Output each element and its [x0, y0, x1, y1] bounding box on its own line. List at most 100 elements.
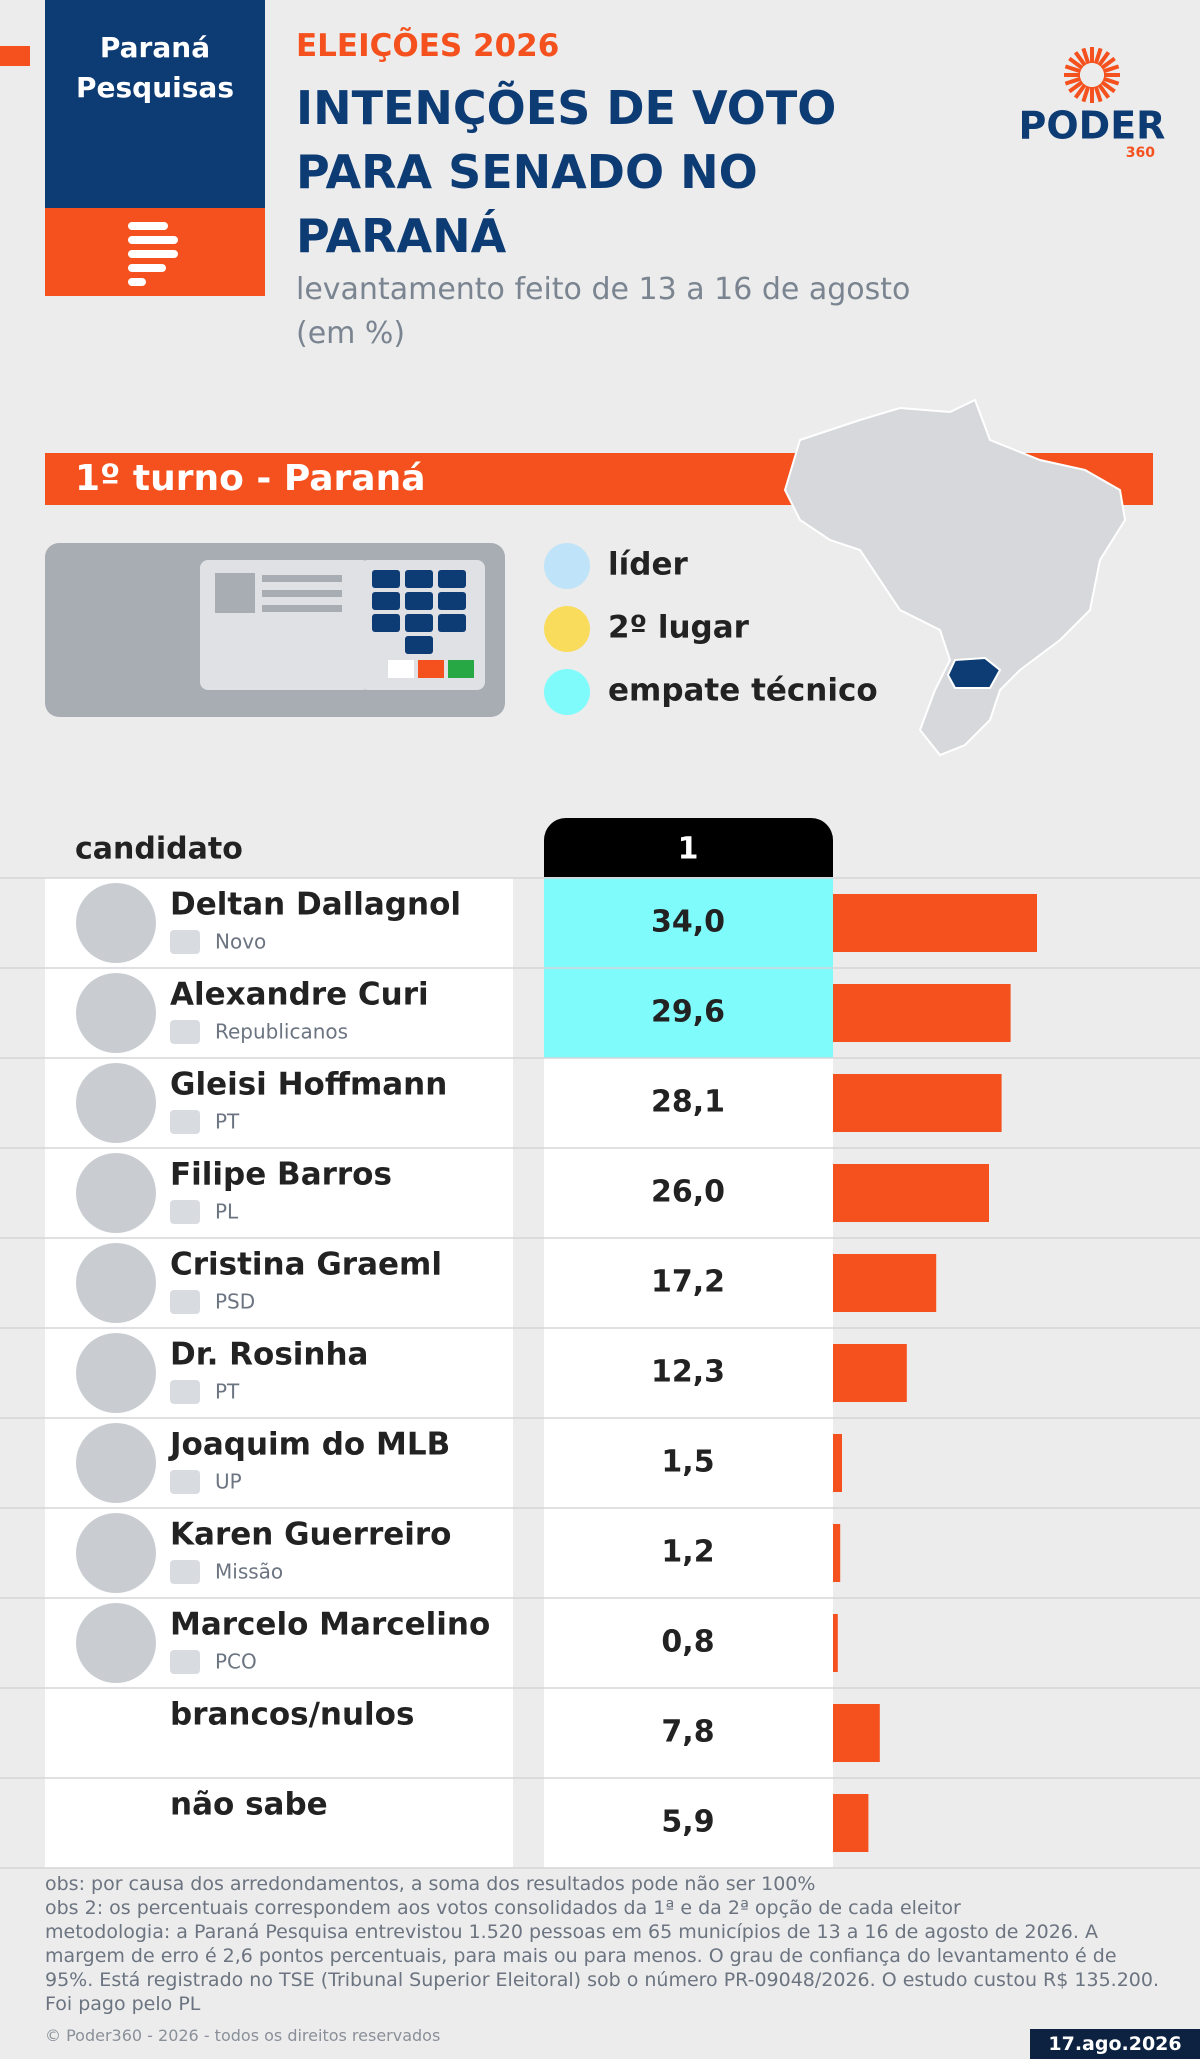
value-cell — [544, 1778, 833, 1868]
note: metodologia: a Paraná Pesquisa entrevist… — [45, 1921, 1159, 2015]
legend-label: empate técnico — [608, 673, 878, 709]
party: UP — [215, 1470, 242, 1494]
party-icon — [170, 1020, 200, 1044]
value-label: 1,5 — [661, 1445, 714, 1480]
value-label: 1,2 — [661, 1535, 714, 1570]
bar — [833, 894, 1037, 952]
candidate-photo — [76, 1153, 156, 1233]
row-cell — [45, 1688, 513, 1778]
series-header-tab — [544, 818, 833, 877]
value-cell — [544, 1688, 833, 1778]
candidate: Alexandre Curi — [170, 977, 429, 1013]
party: Missão — [215, 1560, 283, 1584]
legend-swatch — [544, 669, 590, 715]
bar — [833, 1254, 937, 1312]
ballot-machine — [45, 543, 505, 717]
bar — [833, 1524, 841, 1582]
value-cell — [544, 1238, 833, 1328]
candidate-photo — [76, 1063, 156, 1143]
value-cell — [544, 878, 833, 968]
candidate: não sabe — [170, 1787, 328, 1823]
candidate-photo — [76, 883, 156, 963]
legend-label: líder — [608, 547, 688, 583]
note: obs: por causa dos arredondamentos, a so… — [45, 1873, 816, 1895]
brand-logo — [128, 222, 178, 286]
value-label: 5,9 — [661, 1805, 714, 1840]
candidate: Gleisi Hoffmann — [170, 1067, 447, 1103]
value-cell — [544, 1148, 833, 1238]
party: Republicanos — [215, 1020, 348, 1044]
candidate: Deltan Dallagnol — [170, 887, 461, 923]
series-header: 1 — [678, 832, 699, 867]
candidate: brancos/nulos — [170, 1697, 414, 1733]
copyright: © Poder360 - 2026 - todos os direitos re… — [45, 2026, 441, 2045]
value-label: 7,8 — [661, 1715, 714, 1750]
bar — [833, 1344, 907, 1402]
value-cell — [544, 1328, 833, 1418]
bar — [833, 1614, 838, 1672]
bar — [833, 1434, 842, 1492]
notes: obs: por causa dos arredondamentos, a so… — [45, 1872, 1160, 2016]
party: PT — [215, 1110, 240, 1134]
party-icon — [170, 1560, 200, 1584]
subtitle: levantamento feito de 13 a 16 de agosto … — [296, 272, 911, 351]
candidate: Cristina Graeml — [170, 1247, 442, 1283]
party-icon — [170, 1470, 200, 1494]
bar — [833, 984, 1011, 1042]
legend-label: 2º lugar — [608, 610, 750, 646]
value-label: 0,8 — [661, 1625, 714, 1660]
accent — [0, 46, 30, 66]
value-cell — [544, 1058, 833, 1148]
party: PCO — [215, 1650, 257, 1674]
candidate: Filipe Barros — [170, 1157, 392, 1193]
bar — [833, 1074, 1002, 1132]
logo: PODER — [1019, 104, 1166, 148]
note: obs 2: os percentuais correspondem aos v… — [45, 1897, 961, 1919]
logo-sun — [1064, 47, 1120, 103]
candidate: Joaquim do MLB — [168, 1427, 450, 1463]
row-cell — [45, 1778, 513, 1868]
bar — [833, 1794, 869, 1852]
party-icon — [170, 1380, 200, 1404]
party: Novo — [215, 930, 266, 954]
logo-sub: 360 — [1126, 145, 1155, 161]
bar — [833, 1704, 880, 1762]
candidate-photo — [76, 973, 156, 1053]
column-header: candidato — [75, 832, 243, 867]
legend-swatch — [544, 606, 590, 652]
legend-swatch — [544, 543, 590, 589]
candidate: Marcelo Marcelino — [170, 1607, 490, 1643]
date: 17.ago.2026 — [1030, 2029, 1200, 2059]
brazil-map — [783, 398, 1127, 757]
party-icon — [170, 1200, 200, 1224]
candidate: Karen Guerreiro — [170, 1517, 451, 1553]
value-label: 28,1 — [651, 1085, 725, 1120]
value-cell — [544, 968, 833, 1058]
section-title: 1º turno - Paraná — [75, 458, 426, 499]
kicker: ELEIÇÕES 2026 — [296, 28, 560, 64]
candidate-photo — [76, 1243, 156, 1323]
party-icon — [170, 1110, 200, 1134]
party-icon — [170, 1290, 200, 1314]
value-label: 26,0 — [651, 1175, 725, 1210]
candidate-photo — [76, 1423, 156, 1503]
title: INTENÇÕES DE VOTO PARA SENADO NO PARANÁ — [296, 81, 837, 263]
candidate: Dr. Rosinha — [170, 1337, 368, 1373]
brand-box — [45, 0, 265, 208]
bar — [833, 1164, 989, 1222]
value-label: 29,6 — [651, 995, 725, 1030]
value-cell — [544, 1508, 833, 1598]
value-label: 12,3 — [651, 1355, 725, 1390]
value-cell — [544, 1598, 833, 1688]
party-icon — [170, 1650, 200, 1674]
party-icon — [170, 930, 200, 954]
candidate-photo — [76, 1603, 156, 1683]
brand: Paraná Pesquisas — [76, 31, 234, 104]
party: PT — [215, 1380, 240, 1404]
value-label: 34,0 — [651, 905, 725, 940]
candidate-photo — [76, 1513, 156, 1593]
value-label: 17,2 — [651, 1265, 725, 1300]
party: PSD — [215, 1290, 255, 1314]
